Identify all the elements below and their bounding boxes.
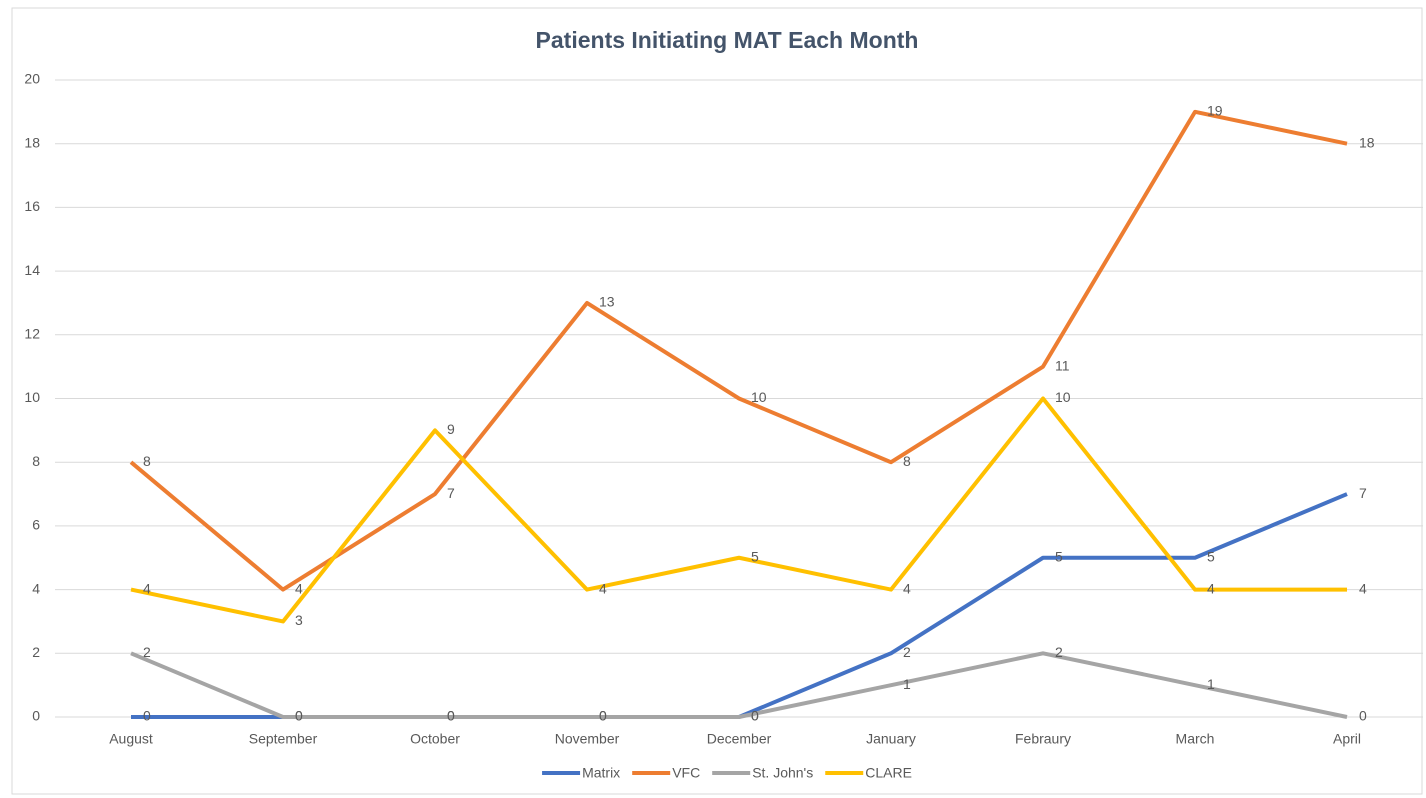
data-label: 7 (447, 485, 455, 501)
y-tick-label: 16 (24, 198, 40, 214)
legend-label: Matrix (582, 765, 620, 781)
data-label: 0 (1359, 708, 1367, 724)
x-tick-label: August (109, 731, 153, 747)
data-label: 4 (599, 580, 607, 596)
x-tick-label: December (707, 731, 772, 747)
y-tick-label: 2 (32, 644, 40, 660)
data-label: 4 (1207, 580, 1215, 596)
y-tick-label: 0 (32, 708, 40, 724)
data-label: 4 (1359, 580, 1367, 596)
data-label: 19 (1207, 103, 1223, 119)
data-label: 1 (1207, 676, 1215, 692)
y-tick-label: 12 (24, 326, 40, 342)
y-tick-label: 4 (32, 580, 40, 596)
legend-label: St. John's (752, 765, 813, 781)
data-label: 2 (903, 644, 911, 660)
data-label: 5 (1055, 548, 1063, 564)
data-label: 5 (1207, 548, 1215, 564)
legend-label: CLARE (865, 765, 912, 781)
data-label: 10 (1055, 389, 1071, 405)
x-tick-label: March (1176, 731, 1215, 747)
data-label: 4 (295, 580, 303, 596)
data-label: 4 (143, 580, 151, 596)
data-label: 1 (903, 676, 911, 692)
data-label: 2 (143, 644, 151, 660)
x-tick-label: April (1333, 731, 1361, 747)
data-label: 8 (143, 453, 151, 469)
data-label: 7 (1359, 485, 1367, 501)
chart-title: Patients Initiating MAT Each Month (536, 27, 919, 53)
x-tick-label: September (249, 731, 318, 747)
x-tick-label: January (866, 731, 916, 747)
y-tick-label: 18 (24, 134, 40, 150)
data-label: 0 (143, 708, 151, 724)
x-tick-label: November (555, 731, 620, 747)
y-tick-label: 10 (24, 389, 40, 405)
data-label: 2 (1055, 644, 1063, 660)
data-label: 8 (903, 453, 911, 469)
y-tick-label: 8 (32, 453, 40, 469)
data-label: 18 (1359, 134, 1375, 150)
x-tick-label: October (410, 731, 460, 747)
data-label: 0 (751, 708, 759, 724)
chart-border (11, 7, 1423, 795)
data-label: 10 (751, 389, 767, 405)
data-label: 9 (447, 421, 455, 437)
data-label: 0 (295, 708, 303, 724)
data-label: 13 (599, 294, 615, 310)
data-label: 4 (903, 580, 911, 596)
data-label: 11 (1055, 357, 1070, 373)
data-label: 0 (447, 708, 455, 724)
y-tick-label: 20 (24, 71, 40, 87)
x-tick-label: Febraury (1015, 731, 1071, 747)
data-label: 0 (599, 708, 607, 724)
data-label: 3 (295, 612, 303, 628)
legend-label: VFC (672, 765, 700, 781)
data-label: 5 (751, 548, 759, 564)
series-line (130, 396, 1347, 624)
y-tick-label: 6 (32, 517, 40, 533)
data-label: 0 (751, 708, 759, 724)
series-line (130, 651, 1348, 719)
y-tick-label: 14 (24, 262, 40, 278)
